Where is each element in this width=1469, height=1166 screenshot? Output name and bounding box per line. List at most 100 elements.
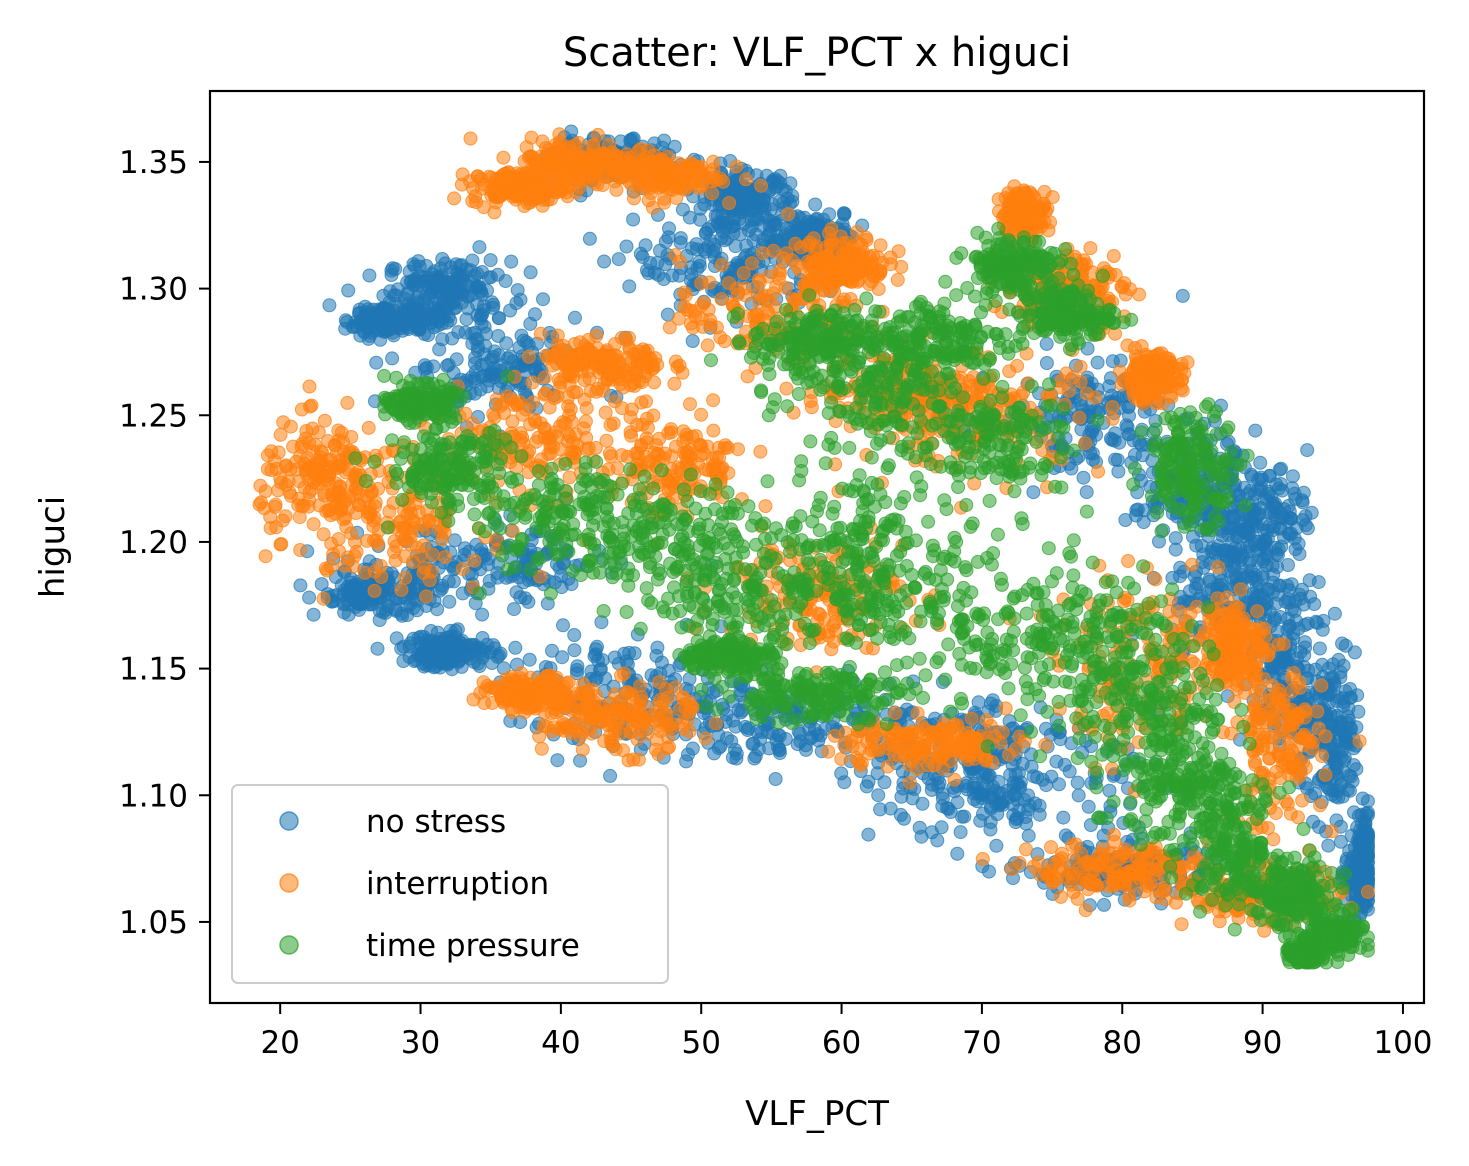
- scatter-point: [1189, 576, 1204, 591]
- scatter-point: [570, 659, 585, 674]
- scatter-point: [583, 383, 598, 398]
- scatter-point: [747, 309, 762, 324]
- scatter-point: [729, 746, 744, 761]
- scatter-point: [328, 499, 343, 514]
- scatter-point: [779, 246, 794, 261]
- scatter-point: [1006, 808, 1021, 822]
- scatter-point: [768, 772, 783, 786]
- scatter-point: [685, 334, 700, 348]
- scatter-point: [441, 574, 456, 589]
- scatter-point: [607, 394, 622, 409]
- scatter-point: [914, 829, 929, 844]
- scatter-point: [317, 413, 332, 428]
- scatter-point: [273, 427, 288, 442]
- scatter-point: [417, 327, 432, 341]
- scatter-point: [508, 640, 523, 655]
- scatter-point: [548, 157, 563, 172]
- scatter-point: [1032, 807, 1047, 822]
- scatter-point: [387, 545, 402, 560]
- scatter-point: [1266, 496, 1280, 511]
- scatter-point: [268, 497, 283, 512]
- scatter-point: [594, 351, 609, 366]
- scatter-point: [348, 583, 363, 598]
- scatter-point: [1026, 769, 1041, 784]
- scatter-point: [692, 255, 707, 269]
- scatter-point: [483, 253, 498, 268]
- scatter-point: [260, 448, 275, 463]
- scatter-point: [1288, 491, 1303, 506]
- scatter-point: [465, 194, 480, 208]
- scatter-point: [562, 140, 577, 155]
- scatter-point: [1283, 618, 1298, 633]
- scatter-point: [634, 375, 649, 390]
- scatter-point: [1039, 336, 1054, 351]
- scatter-point: [915, 796, 930, 811]
- scatter-point: [524, 130, 539, 145]
- scatter-point: [1338, 684, 1353, 699]
- scatter-point: [871, 788, 886, 803]
- scatter-point: [729, 159, 744, 174]
- scatter-point: [473, 311, 488, 326]
- scatter-point: [1118, 513, 1133, 527]
- scatter-point: [828, 275, 843, 290]
- scatter-point: [817, 283, 831, 298]
- scatter-point: [1360, 867, 1375, 882]
- scatter-point: [654, 655, 669, 670]
- scatter-point: [420, 270, 435, 285]
- scatter-point: [507, 397, 522, 412]
- scatter-point: [278, 509, 293, 524]
- scatter-point: [1331, 652, 1346, 667]
- scatter-point: [537, 370, 552, 385]
- scatter-point: [537, 387, 552, 402]
- scatter-point: [276, 415, 291, 430]
- scatter-point: [477, 177, 492, 192]
- scatter-point: [525, 375, 540, 390]
- scatter-point: [622, 279, 637, 294]
- scatter-point: [1298, 509, 1313, 524]
- scatter-point: [747, 211, 762, 226]
- scatter-point: [723, 220, 738, 235]
- scatter-point: [700, 338, 715, 353]
- scatter-point: [526, 395, 541, 410]
- scatter-point: [463, 131, 478, 146]
- scatter-point: [861, 827, 876, 842]
- scatter-point: [475, 607, 490, 622]
- scatter-point: [1120, 420, 1135, 435]
- scatter-point: [591, 653, 605, 668]
- scatter-point: [394, 582, 409, 597]
- scatter-point: [674, 175, 689, 190]
- scatter-point: [627, 191, 641, 206]
- scatter-point: [412, 259, 427, 274]
- scatter-point: [517, 199, 532, 213]
- scatter-point: [622, 340, 637, 355]
- scatter-point: [332, 544, 347, 559]
- scatter-point: [738, 172, 753, 187]
- scatter-point: [421, 655, 436, 670]
- scatter-point: [503, 303, 518, 318]
- scatter-point: [316, 472, 330, 487]
- scatter-point: [419, 589, 434, 604]
- scatter-point: [382, 504, 397, 519]
- scatter-point: [371, 537, 386, 552]
- scatter-point: [1335, 636, 1350, 651]
- scatter-point: [390, 321, 405, 336]
- scatter-point: [563, 402, 578, 417]
- scatter-point: [486, 638, 501, 653]
- scatter-point: [729, 281, 744, 296]
- scatter-point: [1349, 762, 1364, 777]
- scatter-point: [1056, 810, 1071, 825]
- scatter-point: [498, 274, 513, 288]
- scatter-point: [943, 805, 958, 819]
- scatter-point: [677, 285, 692, 300]
- scatter-point: [1262, 468, 1277, 483]
- scatter-point: [398, 570, 413, 585]
- scatter-point: [426, 359, 441, 374]
- scatter-point: [443, 313, 458, 328]
- scatter-point: [1175, 288, 1190, 303]
- scatter-point: [523, 316, 538, 331]
- scatter-point: [550, 753, 565, 768]
- scatter-point: [491, 348, 506, 362]
- scatter-point: [1282, 504, 1297, 519]
- scatter-point: [470, 343, 485, 358]
- scatter-point: [293, 543, 308, 557]
